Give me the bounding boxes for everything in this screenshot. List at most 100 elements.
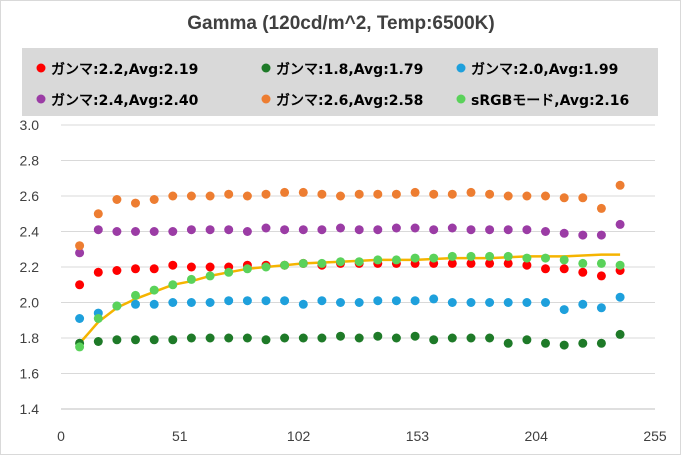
data-point	[596, 338, 606, 348]
data-point	[261, 189, 271, 199]
data-point	[280, 225, 290, 235]
data-point	[336, 331, 345, 341]
legend-label: ガンマ:2.2,Avg:2.19	[51, 62, 198, 78]
data-point	[485, 333, 495, 343]
data-point	[75, 241, 85, 251]
data-point	[317, 258, 327, 268]
data-point	[280, 187, 290, 197]
data-point	[336, 257, 345, 267]
legend-label: ガンマ:2.6,Avg:2.58	[276, 93, 423, 109]
data-point	[410, 187, 420, 197]
data-point	[559, 255, 569, 265]
data-point	[485, 251, 495, 261]
data-point	[112, 195, 122, 204]
data-point	[429, 189, 439, 199]
data-point	[466, 258, 476, 268]
data-point	[541, 253, 550, 263]
legend: ガンマ:2.2,Avg:2.19 ガンマ:1.8,Avg:1.79 ガンマ:2.0,…	[36, 62, 629, 109]
data-point	[112, 301, 122, 311]
data-point	[112, 266, 122, 275]
data-point	[186, 262, 196, 272]
data-point	[485, 258, 495, 268]
data-point	[317, 189, 327, 199]
data-point	[131, 299, 140, 309]
data-point	[186, 298, 196, 307]
data-point	[354, 225, 364, 235]
data-point	[503, 225, 513, 235]
data-point	[485, 189, 495, 199]
data-point	[131, 264, 140, 274]
data-point	[149, 335, 159, 345]
data-point	[578, 299, 588, 309]
data-point	[466, 298, 476, 307]
data-point	[596, 271, 606, 281]
data-point	[168, 227, 178, 236]
data-point	[317, 296, 327, 306]
data-point	[298, 187, 308, 197]
data-point	[503, 258, 513, 268]
series-4	[75, 180, 625, 251]
data-point	[149, 285, 159, 295]
data-point	[261, 262, 271, 272]
y-tick-label: 1.4	[20, 401, 40, 417]
data-point	[149, 299, 159, 309]
axes: 1.4 1.6 1.8 2.0 2.2 2.4 2.6 2.8 3.0 0 51 102 153 204 2…	[20, 117, 667, 444]
data-point	[149, 264, 159, 274]
data-point	[615, 180, 625, 190]
data-point	[615, 292, 625, 302]
data-point	[615, 260, 625, 270]
reference-curve-layer	[78, 253, 621, 345]
data-point	[205, 225, 215, 235]
data-point	[75, 248, 85, 258]
data-point	[149, 227, 159, 236]
y-tick-label: 2.4	[20, 224, 40, 240]
data-point	[541, 191, 550, 201]
legend-label: ガンマ:1.8,Avg:1.79	[276, 62, 423, 78]
x-tick-label: 0	[57, 428, 65, 444]
data-point	[354, 257, 364, 267]
data-point	[559, 305, 569, 315]
data-point	[93, 314, 103, 323]
data-point	[261, 335, 271, 345]
data-point	[336, 298, 345, 307]
legend-marker	[36, 63, 46, 73]
data-point	[503, 191, 513, 201]
y-tick-label: 1.6	[20, 366, 40, 382]
data-point	[168, 191, 178, 201]
data-point	[112, 227, 122, 236]
legend-marker	[261, 63, 271, 73]
data-point	[522, 253, 532, 263]
data-point	[75, 342, 85, 352]
data-point	[186, 225, 196, 235]
legend-box	[22, 48, 658, 116]
data-point	[168, 335, 178, 345]
data-point	[336, 191, 345, 201]
data-point	[485, 298, 495, 307]
data-point	[466, 251, 476, 261]
legend-label: ガンマ:2.4,Avg:2.40	[51, 93, 199, 109]
reference-curve	[78, 253, 621, 345]
data-point	[373, 255, 383, 265]
data-point	[354, 298, 364, 307]
y-tick-label: 2.6	[20, 188, 40, 204]
data-point	[317, 225, 327, 235]
data-point	[447, 189, 457, 199]
legend-marker	[261, 94, 271, 104]
x-tick-label: 153	[406, 428, 430, 444]
legend-marker	[456, 63, 466, 73]
data-point	[373, 189, 383, 199]
data-point	[205, 271, 215, 281]
data-point	[578, 267, 588, 277]
data-point	[541, 264, 550, 274]
data-point	[298, 333, 308, 343]
series-0	[75, 258, 625, 290]
data-point	[168, 298, 178, 307]
data-point	[522, 298, 532, 307]
data-point	[541, 298, 550, 307]
legend-label: sRGBモード,Avg:2.16	[471, 93, 629, 109]
y-tick-label: 2.8	[20, 153, 40, 169]
data-point	[522, 225, 532, 235]
data-point	[373, 331, 383, 341]
data-point	[466, 333, 476, 343]
